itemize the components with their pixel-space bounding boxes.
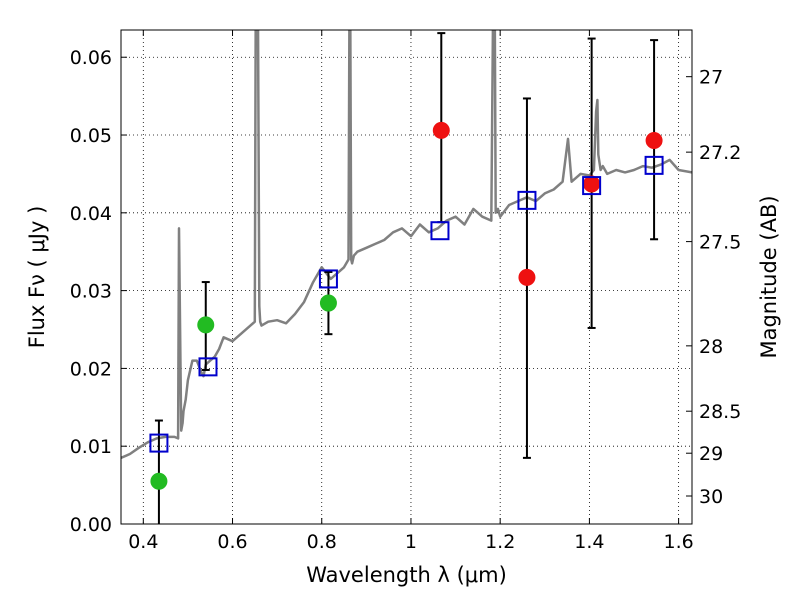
- flux-point: [319, 294, 337, 312]
- y-right-tick-label: 27.2: [699, 142, 741, 164]
- flux-point: [645, 131, 663, 149]
- x-axis-title: Wavelength λ (μm): [306, 563, 507, 587]
- plot-frame: [120, 29, 693, 525]
- model-square: [318, 269, 338, 289]
- x-tick-label: 1.2: [485, 531, 515, 553]
- y-tick-label: 0.03: [70, 281, 112, 303]
- flux-point: [583, 175, 601, 193]
- model-square: [198, 357, 218, 377]
- spectrum-series: [121, 30, 692, 460]
- model-square: [644, 155, 664, 175]
- flux-point: [197, 316, 215, 334]
- y-right-tick-label: 29: [699, 443, 723, 465]
- model-square: [517, 190, 537, 210]
- y-axis-right-title: Magnitude (AB): [757, 195, 781, 358]
- axis-ticks: 0.4 0.6 0.8 1 1.2 1.4 1.6 0.00 0.01 0.02 0.03 0.04 0…: [70, 30, 741, 553]
- y-axis-title: Flux Fν ( μJy ): [25, 206, 49, 349]
- y-right-tick-label: 30: [699, 486, 723, 508]
- y-right-tick-label: 28: [699, 336, 723, 358]
- model-square: [149, 433, 169, 453]
- y-tick-label: 0.01: [70, 436, 112, 458]
- x-tick-label: 0.4: [128, 531, 158, 553]
- y-tick-label: 0.00: [70, 514, 112, 536]
- x-tick-label: 0.6: [217, 531, 247, 553]
- y-right-tick-label: 27.5: [699, 232, 741, 254]
- grid: [121, 30, 692, 525]
- y-tick-label: 0.04: [70, 203, 112, 225]
- model-square: [582, 176, 602, 196]
- photometry-markers: [149, 32, 664, 524]
- flux-point: [432, 121, 450, 139]
- y-tick-label: 0.06: [70, 47, 112, 69]
- y-tick-label: 0.05: [70, 125, 112, 147]
- spectrum-line: [121, 30, 692, 460]
- x-tick-label: 1.4: [574, 531, 604, 553]
- x-tick-label: 1.6: [664, 531, 694, 553]
- flux-point: [518, 268, 536, 286]
- model-square: [430, 221, 450, 241]
- x-tick-label: 1: [405, 531, 417, 553]
- flux-point: [150, 472, 168, 490]
- y-tick-label: 0.02: [70, 358, 112, 380]
- y-right-tick-label: 27: [699, 67, 723, 89]
- x-tick-label: 0.8: [307, 531, 337, 553]
- y-right-tick-label: 28.5: [699, 401, 741, 423]
